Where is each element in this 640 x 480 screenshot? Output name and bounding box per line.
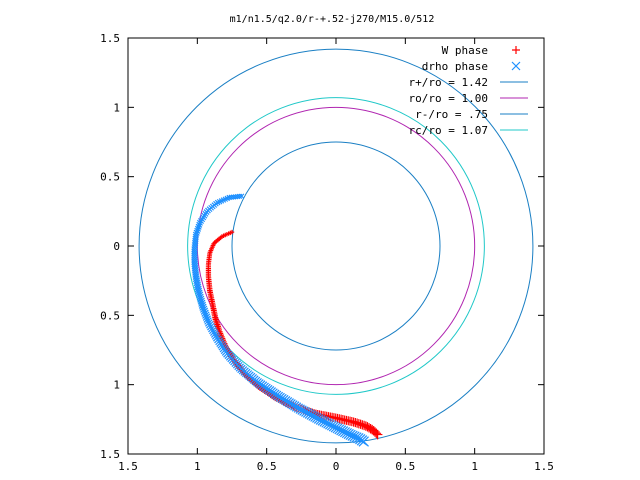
y-tick-label: 1 [113, 101, 120, 114]
drho-phase-point [200, 305, 208, 313]
drho-phase-point [202, 311, 210, 319]
legend: W phase drho phase r+/ro = 1.42 ro/ro = 1.0… [409, 44, 528, 137]
radius-circle-2 [138, 48, 534, 444]
drho-phase-point [198, 299, 206, 307]
legend-label: rc/ro = 1.07 [409, 124, 488, 137]
x-tick-label: 0 [333, 460, 340, 473]
x-tick-label: 0.5 [395, 460, 415, 473]
drho-phase-point [358, 436, 369, 447]
drho-phase-point [194, 225, 202, 232]
y-tick-label: 0.5 [100, 171, 120, 184]
x-tick-label: 1 [471, 460, 478, 473]
drho-phase-point [203, 315, 212, 323]
x-tick-label: 0.5 [257, 460, 277, 473]
drho-phase-point [202, 313, 211, 321]
radius-circle-4 [231, 141, 441, 351]
y-tick-label: 0.5 [100, 309, 120, 322]
drho-phase-point [197, 295, 205, 303]
drho-phase-point [197, 297, 205, 305]
legend-label: r-/ro = .75 [415, 108, 488, 121]
drho-phase-point [194, 285, 202, 293]
legend-swatch-cross [511, 61, 521, 71]
radius-circle-5 [187, 97, 485, 395]
radius-circles [138, 48, 534, 444]
drho-phase-point [201, 309, 209, 317]
y-tick-label: 1.5 [100, 32, 120, 45]
w-phase-point [371, 428, 382, 439]
legend-label: drho phase [422, 60, 488, 73]
chart-title: m1/n1.5/q2.0/r-+.52-j270/M15.0/512 [230, 14, 435, 25]
drho-phase-point [200, 307, 209, 315]
drho-phase-point [198, 301, 207, 309]
legend-label: W phase [442, 44, 488, 57]
drho-phase-point [204, 317, 212, 325]
drho-phase-point [195, 287, 203, 295]
x-tick-label: 1.5 [534, 460, 554, 473]
drho-phase-point [199, 303, 207, 311]
w-phase-point [372, 429, 383, 440]
drho-phase-point [196, 291, 204, 299]
axis-ticks: 1.5 1 0.5 0 0.5 1 1.51.510.500.511.5 [100, 32, 554, 473]
radius-circle-3 [196, 106, 476, 386]
x-tick-label: 1 [194, 460, 201, 473]
drho-phase-point [196, 293, 204, 301]
legend-label: ro/ro = 1.00 [409, 92, 488, 105]
y-tick-label: 0 [113, 240, 120, 253]
drho-phase-point [194, 227, 201, 234]
x-tick-label: 1.5 [118, 460, 138, 473]
y-tick-label: 1 [113, 379, 120, 392]
drho-phase-point [195, 289, 203, 297]
y-tick-label: 1.5 [100, 448, 120, 461]
legend-swatch-plus [512, 46, 520, 54]
phase-points [191, 193, 383, 447]
legend-label: r+/ro = 1.42 [409, 76, 488, 89]
